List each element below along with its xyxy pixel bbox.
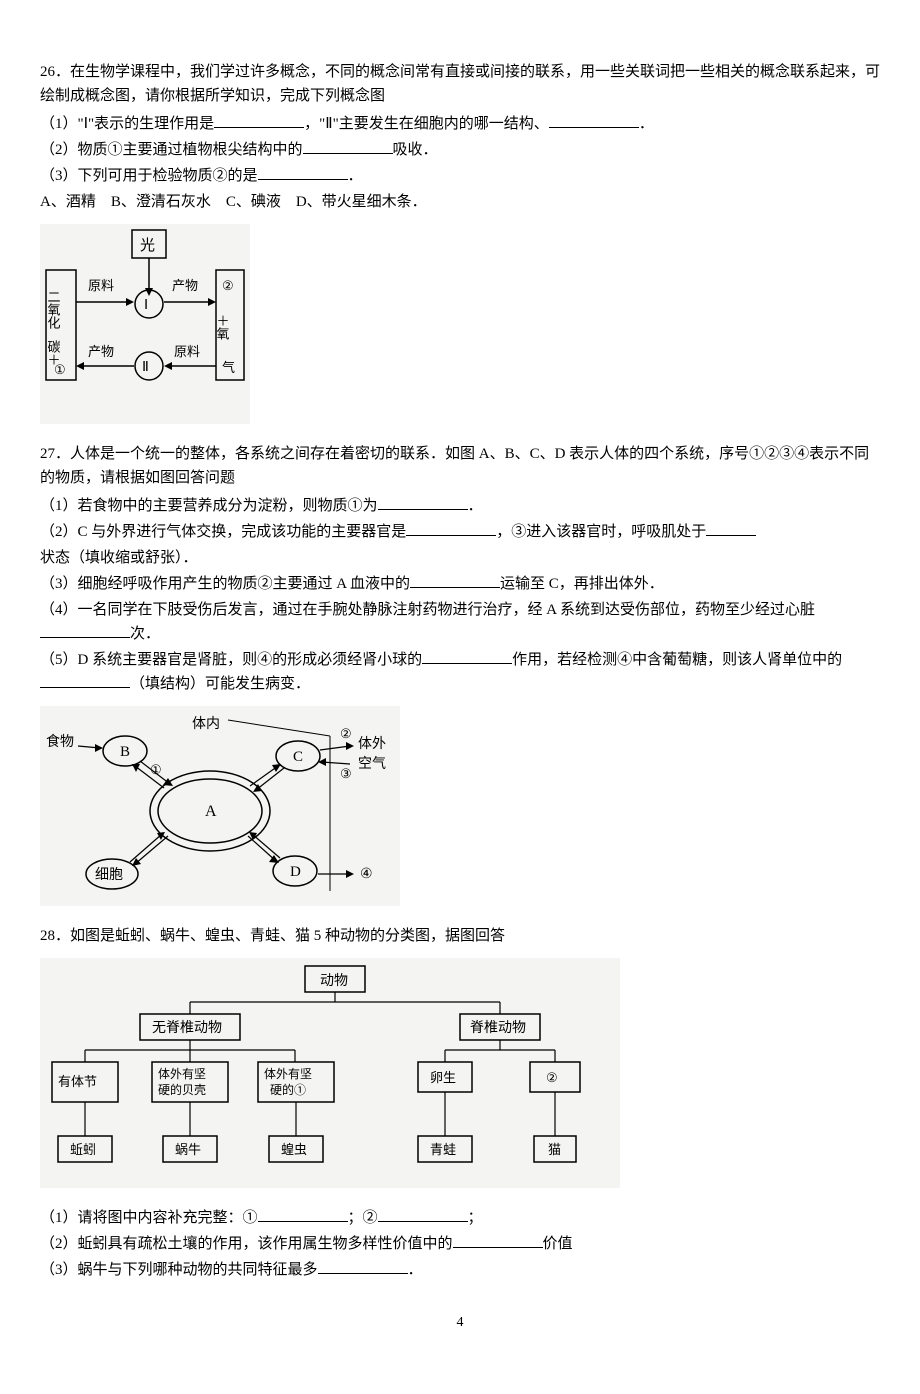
q27-item1: （1）若食物中的主要营养成分为淀粉，则物质①为． [40, 494, 880, 518]
svg-text:①: ① [150, 762, 162, 777]
q27-item3: （3）细胞经呼吸作用产生的物质②主要通过 A 血液中的运输至 C，再排出体外． [40, 572, 880, 596]
svg-text:卵生: 卵生 [430, 1070, 456, 1085]
svg-text:①: ① [54, 362, 66, 377]
q26-number: 26 [40, 64, 55, 80]
q28-item2: （2）蚯蚓具有疏松土壤的作用，该作用属生物多样性价值中的价值 [40, 1232, 880, 1256]
blank[interactable] [303, 138, 393, 154]
blank[interactable] [410, 572, 500, 588]
svg-text:硬的贝壳: 硬的贝壳 [158, 1082, 206, 1097]
svg-text:空气: 空气 [358, 756, 386, 772]
svg-text:④: ④ [360, 867, 373, 882]
q27-item4: （4）一名同学在下肢受伤后发言，通过在手腕处静脉注射药物进行治疗，经 A 系统到… [40, 598, 880, 646]
q28-stem: 28．如图是蚯蚓、蜗牛、蝗虫、青蛙、猫 5 种动物的分类图，据图回答 [40, 924, 880, 948]
svg-text:Ⅰ: Ⅰ [144, 298, 148, 313]
q28-item1: （1）请将图中内容补充完整：①；②； [40, 1206, 880, 1230]
svg-text:③: ③ [340, 766, 352, 781]
svg-text:脊椎动物: 脊椎动物 [470, 1020, 526, 1036]
blank[interactable] [40, 622, 130, 638]
q27-number: 27 [40, 446, 55, 462]
svg-text:蝗虫: 蝗虫 [281, 1142, 307, 1157]
svg-text:二氧化: 二氧化 [46, 290, 61, 330]
q28-figure: 动物 无脊椎动物 脊椎动物 有体节 体外有坚 [40, 958, 880, 1188]
blank[interactable] [258, 1206, 348, 1222]
svg-text:体内: 体内 [192, 716, 220, 732]
blank[interactable] [549, 112, 639, 128]
q26-item1: （1）"Ⅰ"表示的生理作用是，"Ⅱ"主要发生在细胞内的哪一结构、． [40, 112, 880, 136]
svg-text:气: 气 [222, 360, 235, 375]
svg-text:动物: 动物 [320, 973, 348, 989]
blank[interactable] [453, 1232, 543, 1248]
svg-text:A: A [205, 803, 217, 820]
blank[interactable] [378, 1206, 468, 1222]
svg-text:体外有坚: 体外有坚 [158, 1067, 206, 1081]
svg-text:光: 光 [140, 237, 155, 254]
svg-text:猫: 猫 [548, 1142, 561, 1157]
q27-item2: （2）C 与外界进行气体交换，完成该功能的主要器官是，③进入该器官时，呼吸肌处于 [40, 520, 880, 544]
svg-text:②: ② [340, 726, 352, 741]
svg-text:②: ② [222, 278, 234, 293]
svg-text:蜗牛: 蜗牛 [175, 1142, 201, 1157]
q26-item2: （2）物质①主要通过植物根尖结构中的吸收． [40, 138, 880, 162]
svg-text:体外有坚: 体外有坚 [264, 1067, 312, 1081]
blank[interactable] [406, 520, 496, 536]
svg-text:＋氧: ＋氧 [215, 314, 230, 340]
svg-text:B: B [120, 744, 130, 760]
q26-figure: 光 二氧化 碳＋ ① ② ＋氧 气 Ⅰ Ⅱ 原料 产物 [40, 224, 880, 424]
svg-text:蚯蚓: 蚯蚓 [70, 1142, 96, 1157]
blank[interactable] [40, 672, 130, 688]
q27-stem: 27．人体是一个统一的整体，各系统之间存在着密切的联系．如图 A、B、C、D 表… [40, 442, 880, 490]
q26-stem-text: ．在生物学课程中，我们学过许多概念，不同的概念间常有直接或间接的联系，用一些关联… [40, 64, 880, 104]
blank[interactable] [422, 648, 512, 664]
blank[interactable] [378, 494, 468, 510]
question-27: 27．人体是一个统一的整体，各系统之间存在着密切的联系．如图 A、B、C、D 表… [40, 442, 880, 906]
q27-item2c: 状态（填收缩或舒张）． [40, 546, 880, 570]
blank[interactable] [258, 164, 348, 180]
q27-item5: （5）D 系统主要器官是肾脏，则④的形成必须经肾小球的作用，若经检测④中含葡萄糖… [40, 648, 880, 696]
svg-text:无脊椎动物: 无脊椎动物 [152, 1020, 222, 1036]
q27-figure: A B C D 细胞 食物 体内 ① [40, 706, 880, 906]
svg-text:原料: 原料 [88, 278, 114, 293]
q26-stem: 26．在生物学课程中，我们学过许多概念，不同的概念间常有直接或间接的联系，用一些… [40, 60, 880, 108]
svg-text:体外: 体外 [358, 736, 386, 752]
svg-text:原料: 原料 [174, 344, 200, 359]
q28-number: 28 [40, 928, 55, 944]
svg-text:产物: 产物 [88, 344, 114, 359]
question-26: 26．在生物学课程中，我们学过许多概念，不同的概念间常有直接或间接的联系，用一些… [40, 60, 880, 424]
svg-text:D: D [290, 864, 301, 880]
svg-text:C: C [293, 749, 303, 765]
svg-text:产物: 产物 [172, 278, 198, 293]
q26-options: A、酒精 B、澄清石灰水 C、碘液 D、带火星细木条． [40, 190, 880, 214]
blank[interactable] [706, 520, 756, 536]
svg-text:②: ② [546, 1070, 558, 1085]
q28-item3: （3）蜗牛与下列哪种动物的共同特征最多． [40, 1258, 880, 1282]
svg-text:青蛙: 青蛙 [430, 1142, 456, 1157]
blank[interactable] [214, 112, 304, 128]
svg-text:细胞: 细胞 [95, 867, 123, 883]
page-number: 4 [40, 1312, 880, 1334]
question-28: 28．如图是蚯蚓、蜗牛、蝗虫、青蛙、猫 5 种动物的分类图，据图回答 动物 无脊… [40, 924, 880, 1282]
svg-text:食物: 食物 [46, 733, 74, 750]
blank[interactable] [318, 1258, 408, 1274]
svg-text:Ⅱ: Ⅱ [142, 360, 149, 375]
svg-text:硬的①: 硬的① [270, 1082, 306, 1097]
svg-text:有体节: 有体节 [58, 1074, 97, 1089]
q26-item3: （3）下列可用于检验物质②的是． [40, 164, 880, 188]
